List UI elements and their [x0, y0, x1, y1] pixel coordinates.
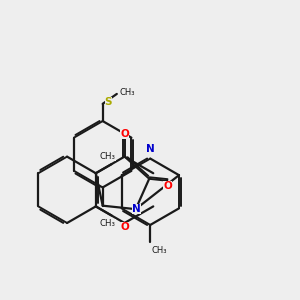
Text: O: O	[121, 222, 130, 232]
Text: CH₃: CH₃	[152, 245, 167, 254]
Text: CH₃: CH₃	[100, 219, 116, 228]
Text: S: S	[105, 98, 112, 107]
Text: CH₃: CH₃	[100, 152, 116, 161]
Text: N: N	[132, 204, 141, 214]
Text: O: O	[120, 129, 129, 139]
Text: CH₃: CH₃	[119, 88, 135, 97]
Text: O: O	[163, 181, 172, 191]
Text: N: N	[146, 144, 155, 154]
